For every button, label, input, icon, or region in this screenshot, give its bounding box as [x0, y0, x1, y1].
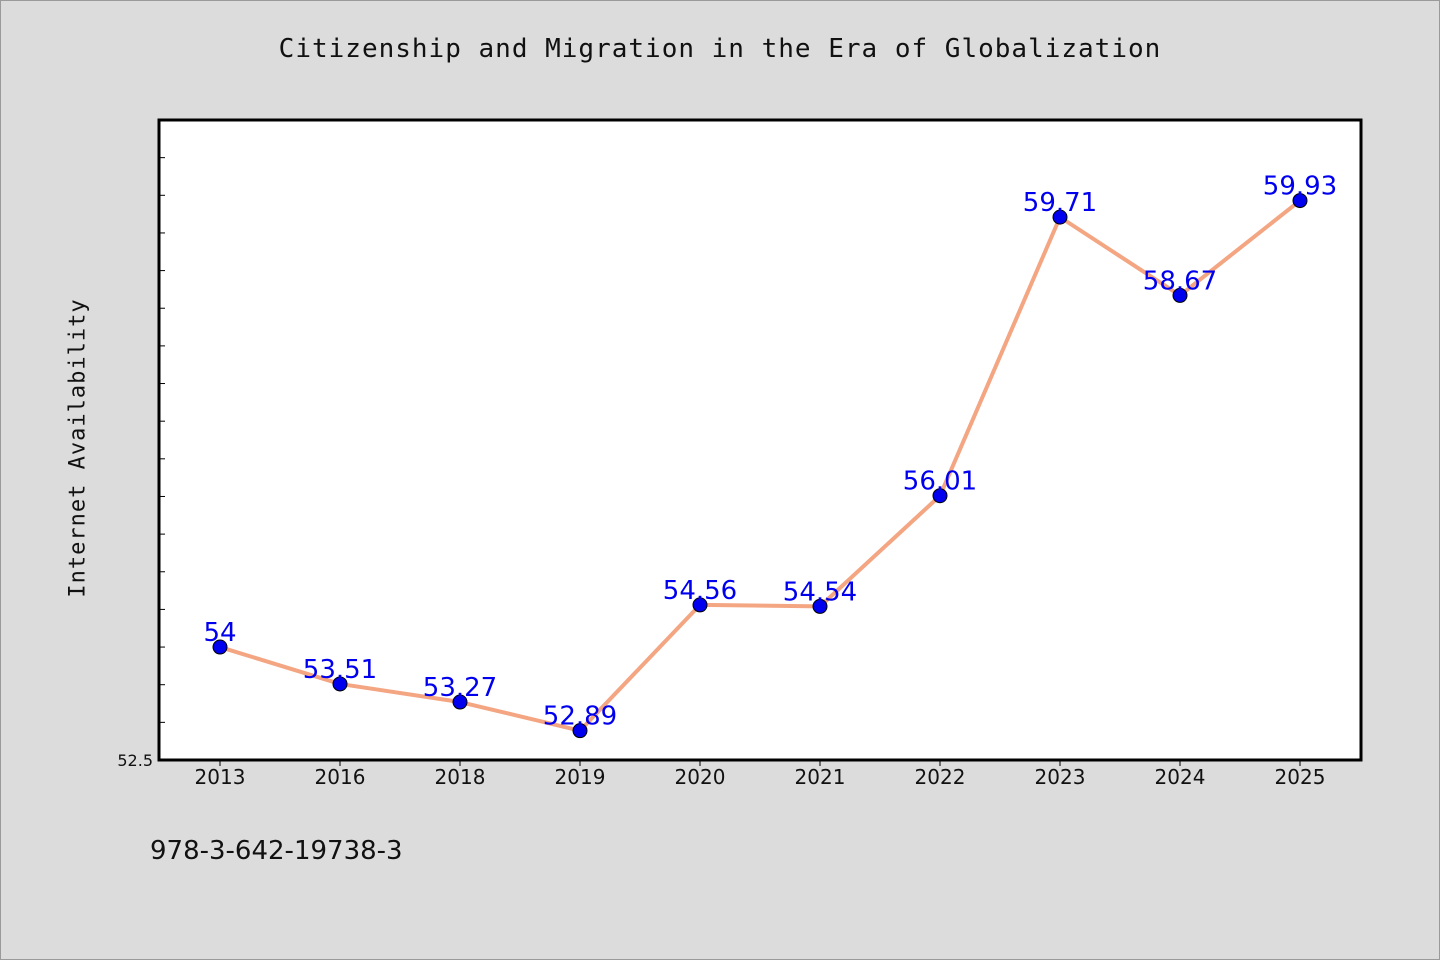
data-label: 54	[203, 618, 236, 648]
plot-area	[159, 120, 1361, 760]
x-tick-label: 2021	[795, 765, 846, 789]
isbn-text: 978-3-642-19738-3	[150, 836, 403, 866]
x-tick-label: 2024	[1155, 765, 1206, 789]
x-tick-label: 2023	[1035, 765, 1086, 789]
data-labels: 54 53.51 53.27 52.89 54.56 54.54 56.01 59.71 58.…	[203, 172, 1337, 732]
x-axis-tick-labels: 2013 2016 2018 2019 2020 2021 2022 2023 2024 2025	[195, 760, 1326, 789]
x-tick-label: 2019	[555, 765, 606, 789]
data-label: 56.01	[903, 467, 977, 497]
data-point	[212, 639, 228, 655]
x-tick-label: 2018	[435, 765, 486, 789]
data-point	[452, 694, 468, 710]
series-line	[219, 198, 1302, 733]
data-point	[1052, 209, 1068, 225]
x-tick-label: 2016	[315, 765, 366, 789]
data-markers	[212, 193, 1308, 739]
data-point	[812, 598, 828, 614]
x-tick-label: 2022	[915, 765, 966, 789]
data-label: 54.54	[783, 577, 857, 607]
data-point	[692, 597, 708, 613]
data-label: 53.27	[423, 673, 497, 703]
y-tick-label: 52.5	[117, 751, 153, 770]
data-label: 54.56	[663, 576, 737, 606]
series-line-group	[219, 198, 1302, 733]
chart-title: Citizenship and Migration in the Era of …	[278, 34, 1162, 64]
data-label: 59.93	[1263, 172, 1337, 202]
data-label: 53.51	[303, 655, 377, 685]
data-point	[332, 676, 348, 692]
data-point	[932, 488, 948, 504]
data-label: 59.71	[1023, 188, 1097, 218]
plot-border	[157, 118, 1363, 762]
data-label: 52.89	[543, 702, 617, 732]
data-point	[572, 723, 588, 739]
data-point	[1292, 193, 1308, 209]
x-tick-label: 2025	[1275, 765, 1326, 789]
data-label: 58.67	[1143, 266, 1217, 296]
x-tick-label: 2020	[675, 765, 726, 789]
data-point	[1172, 287, 1188, 303]
x-tick-label: 2013	[195, 765, 246, 789]
